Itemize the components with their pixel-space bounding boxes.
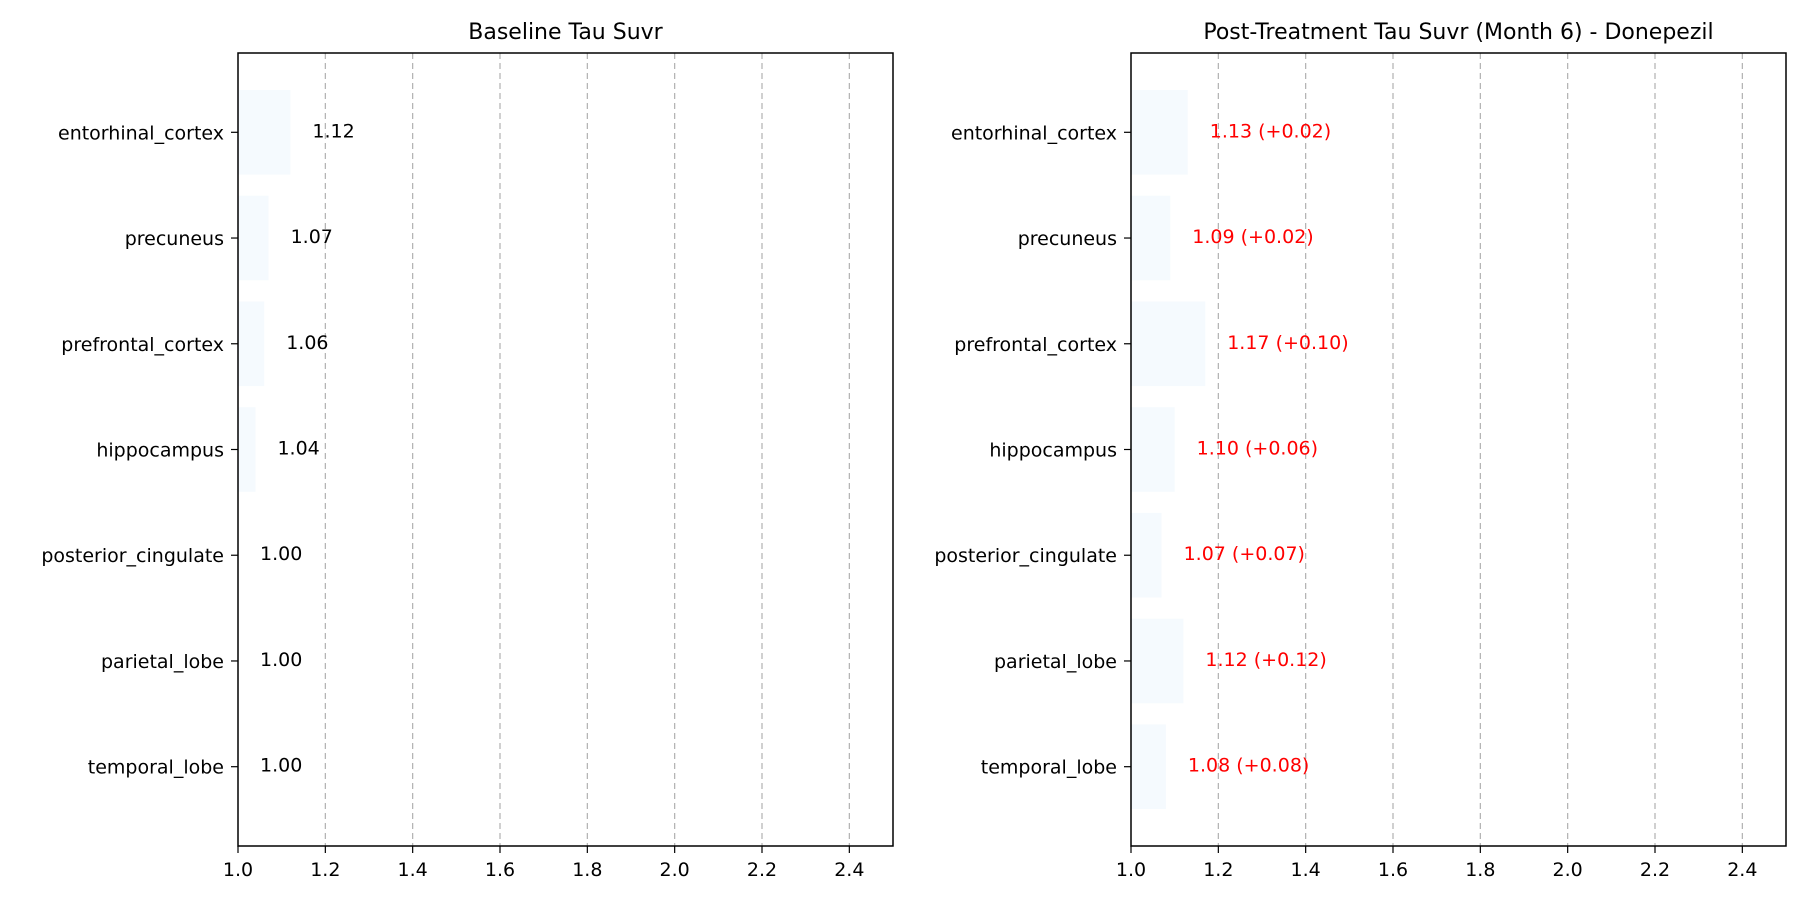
- bar: [238, 301, 265, 387]
- data-label: 1.07 (+0.07): [1184, 543, 1305, 565]
- data-label: 1.09 (+0.02): [1192, 226, 1313, 248]
- y-tick-label: temporal_lobe: [88, 757, 224, 779]
- bar: [1131, 724, 1166, 809]
- x-tick-label: 1.2: [310, 859, 340, 881]
- data-label: 1.07: [291, 226, 333, 248]
- x-tick-label: 1.0: [1116, 859, 1146, 881]
- bar: [238, 195, 269, 281]
- x-tick-label: 1.8: [1465, 859, 1495, 881]
- data-label: 1.12 (+0.12): [1205, 649, 1326, 671]
- x-tick-label: 2.0: [1553, 859, 1583, 881]
- data-label: 1.08 (+0.08): [1188, 755, 1309, 777]
- bar: [1131, 512, 1162, 598]
- x-tick-label: 1.4: [1291, 859, 1321, 881]
- y-tick-label: parietal_lobe: [994, 651, 1117, 673]
- chart-title: Baseline Tau Suvr: [468, 20, 663, 45]
- data-label: 1.13 (+0.02): [1210, 120, 1331, 142]
- y-tick-label: entorhinal_cortex: [58, 122, 224, 144]
- x-tick-label: 1.6: [485, 859, 515, 881]
- y-tick-label: precuneus: [1018, 228, 1117, 250]
- bar: [1131, 618, 1184, 704]
- x-tick-label: 1.0: [223, 859, 253, 881]
- x-tick-label: 1.6: [1378, 859, 1408, 881]
- data-label: 1.00: [260, 649, 302, 671]
- y-tick-label: prefrontal_cortex: [61, 334, 224, 356]
- y-tick-label: posterior_cingulate: [934, 545, 1117, 567]
- x-tick-label: 2.2: [747, 859, 777, 881]
- y-tick-label: temporal_lobe: [981, 757, 1117, 779]
- data-label: 1.17 (+0.10): [1227, 332, 1348, 354]
- y-tick-label: entorhinal_cortex: [951, 122, 1117, 144]
- y-tick-label: hippocampus: [96, 440, 224, 462]
- axes-frame: [1130, 52, 1787, 847]
- x-tick-label: 1.8: [572, 859, 602, 881]
- y-tick-label: hippocampus: [989, 440, 1117, 462]
- y-tick-label: prefrontal_cortex: [954, 334, 1117, 356]
- y-tick-label: posterior_cingulate: [41, 545, 224, 567]
- data-label: 1.06: [286, 332, 328, 354]
- bar: [1131, 195, 1171, 281]
- bar: [1131, 407, 1175, 492]
- x-tick-label: 1.2: [1203, 859, 1233, 881]
- x-tick-label: 2.2: [1640, 859, 1670, 881]
- bar: [1131, 90, 1188, 175]
- x-tick-label: 2.4: [834, 859, 864, 881]
- data-label: 1.10 (+0.06): [1197, 438, 1318, 460]
- x-tick-label: 1.4: [398, 859, 428, 881]
- bar: [238, 407, 256, 492]
- axes-frame: [237, 52, 894, 847]
- bar: [1131, 301, 1206, 387]
- data-label: 1.00: [260, 543, 302, 565]
- chart-title: Post-Treatment Tau Suvr (Month 6) - Done…: [1203, 20, 1713, 45]
- data-label: 1.00: [260, 755, 302, 777]
- y-tick-label: parietal_lobe: [101, 651, 224, 673]
- data-label: 1.04: [277, 438, 319, 460]
- bar: [238, 90, 291, 175]
- x-tick-label: 2.0: [660, 859, 690, 881]
- data-label: 1.12: [312, 120, 354, 142]
- y-tick-label: precuneus: [125, 228, 224, 250]
- x-tick-label: 2.4: [1727, 859, 1757, 881]
